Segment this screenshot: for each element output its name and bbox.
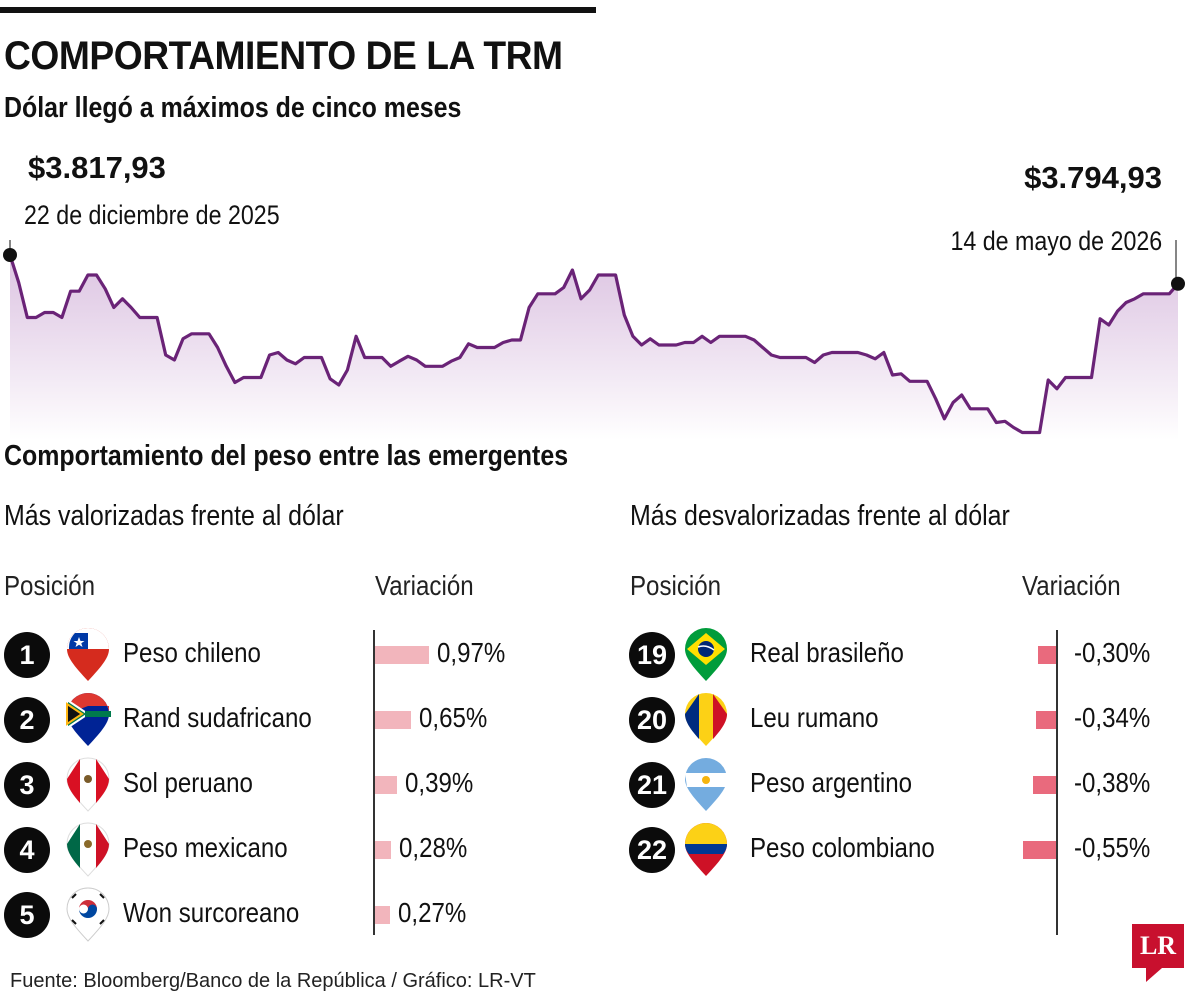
peru-flag-icon <box>66 757 110 812</box>
page-title: COMPORTAMIENTO DE LA TRM <box>4 34 563 78</box>
start-point-marker <box>3 248 17 262</box>
left-header-variation: Variación <box>375 570 474 601</box>
currency-name: Peso mexicano <box>123 832 288 863</box>
left-axis-line <box>373 630 375 935</box>
rank-badge: 1 <box>4 632 50 678</box>
currency-name: Real brasileño <box>750 637 904 668</box>
variation-value: -0,38% <box>1074 767 1151 798</box>
variation-value: 0,27% <box>398 897 467 928</box>
variation-bar <box>375 646 430 664</box>
variation-value: 0,39% <box>404 767 474 798</box>
rank-badge: 19 <box>629 632 675 678</box>
argentina-flag-icon <box>685 758 727 811</box>
currency-name: Rand sudafricano <box>123 702 312 733</box>
variation-bar <box>1038 646 1056 664</box>
variation-value: -0,34% <box>1074 702 1151 733</box>
rank-badge: 4 <box>4 827 50 873</box>
start-value-label: $3.817,93 <box>28 150 166 185</box>
currency-name: Won surcoreano <box>123 897 300 928</box>
currency-name: Leu rumano <box>750 702 879 733</box>
variation-value: -0,55% <box>1074 832 1151 863</box>
variation-value: 0,28% <box>398 832 467 863</box>
top-rule <box>0 7 596 13</box>
currency-name: Sol peruano <box>123 767 253 798</box>
rank-badge: 20 <box>629 697 675 743</box>
trm-line <box>8 254 1180 435</box>
south-korea-flag-icon <box>66 887 110 942</box>
rank-badge: 21 <box>629 762 675 808</box>
rank-badge: 22 <box>629 827 675 873</box>
variation-value: 0,97% <box>437 637 506 668</box>
currency-name: Peso colombiano <box>750 832 935 863</box>
lr-logo: LR <box>1132 924 1184 982</box>
variation-bar <box>1035 711 1056 729</box>
variation-bar <box>375 906 391 924</box>
chile-flag-icon <box>67 628 109 681</box>
end-date-label: 14 de mayo de 2026 <box>950 226 1162 256</box>
end-value-label: $3.794,93 <box>1024 160 1162 195</box>
variation-bar <box>375 711 412 729</box>
colombia-flag-icon <box>685 823 727 876</box>
brazil-flag-icon <box>685 628 727 681</box>
right-axis-line <box>1056 630 1058 935</box>
left-panel-title: Más valorizadas frente al dólar <box>4 500 344 532</box>
variation-value: 0,65% <box>419 702 488 733</box>
trm-line-chart <box>3 240 1185 440</box>
source-footer: Fuente: Bloomberg/Banco de la República … <box>10 970 536 992</box>
left-header-position: Posición <box>4 570 96 601</box>
right-panel-title: Más desvalorizadas frente al dólar <box>630 500 1010 532</box>
variation-bar <box>1023 841 1056 859</box>
start-date-label: 22 de diciembre de 2025 <box>24 200 280 230</box>
right-header-position: Posición <box>630 570 722 601</box>
end-point-marker <box>1171 276 1185 291</box>
section-title: Comportamiento del peso entre las emerge… <box>4 440 569 472</box>
rank-badge: 2 <box>4 697 50 743</box>
variation-bar <box>1033 776 1056 794</box>
south-africa-flag-icon <box>66 693 111 746</box>
currency-name: Peso argentino <box>750 767 912 798</box>
currency-name: Peso chileno <box>123 637 261 668</box>
mexico-flag-icon <box>66 822 110 877</box>
trm-area <box>10 255 1178 440</box>
variation-bar <box>375 841 391 859</box>
variation-value: -0,30% <box>1074 637 1151 668</box>
rank-badge: 5 <box>4 892 50 938</box>
romania-flag-icon <box>685 693 727 746</box>
variation-bar <box>375 776 397 794</box>
page-subtitle: Dólar llegó a máximos de cinco meses <box>4 92 462 124</box>
right-header-variation: Variación <box>1022 570 1121 601</box>
rank-badge: 3 <box>4 762 50 808</box>
